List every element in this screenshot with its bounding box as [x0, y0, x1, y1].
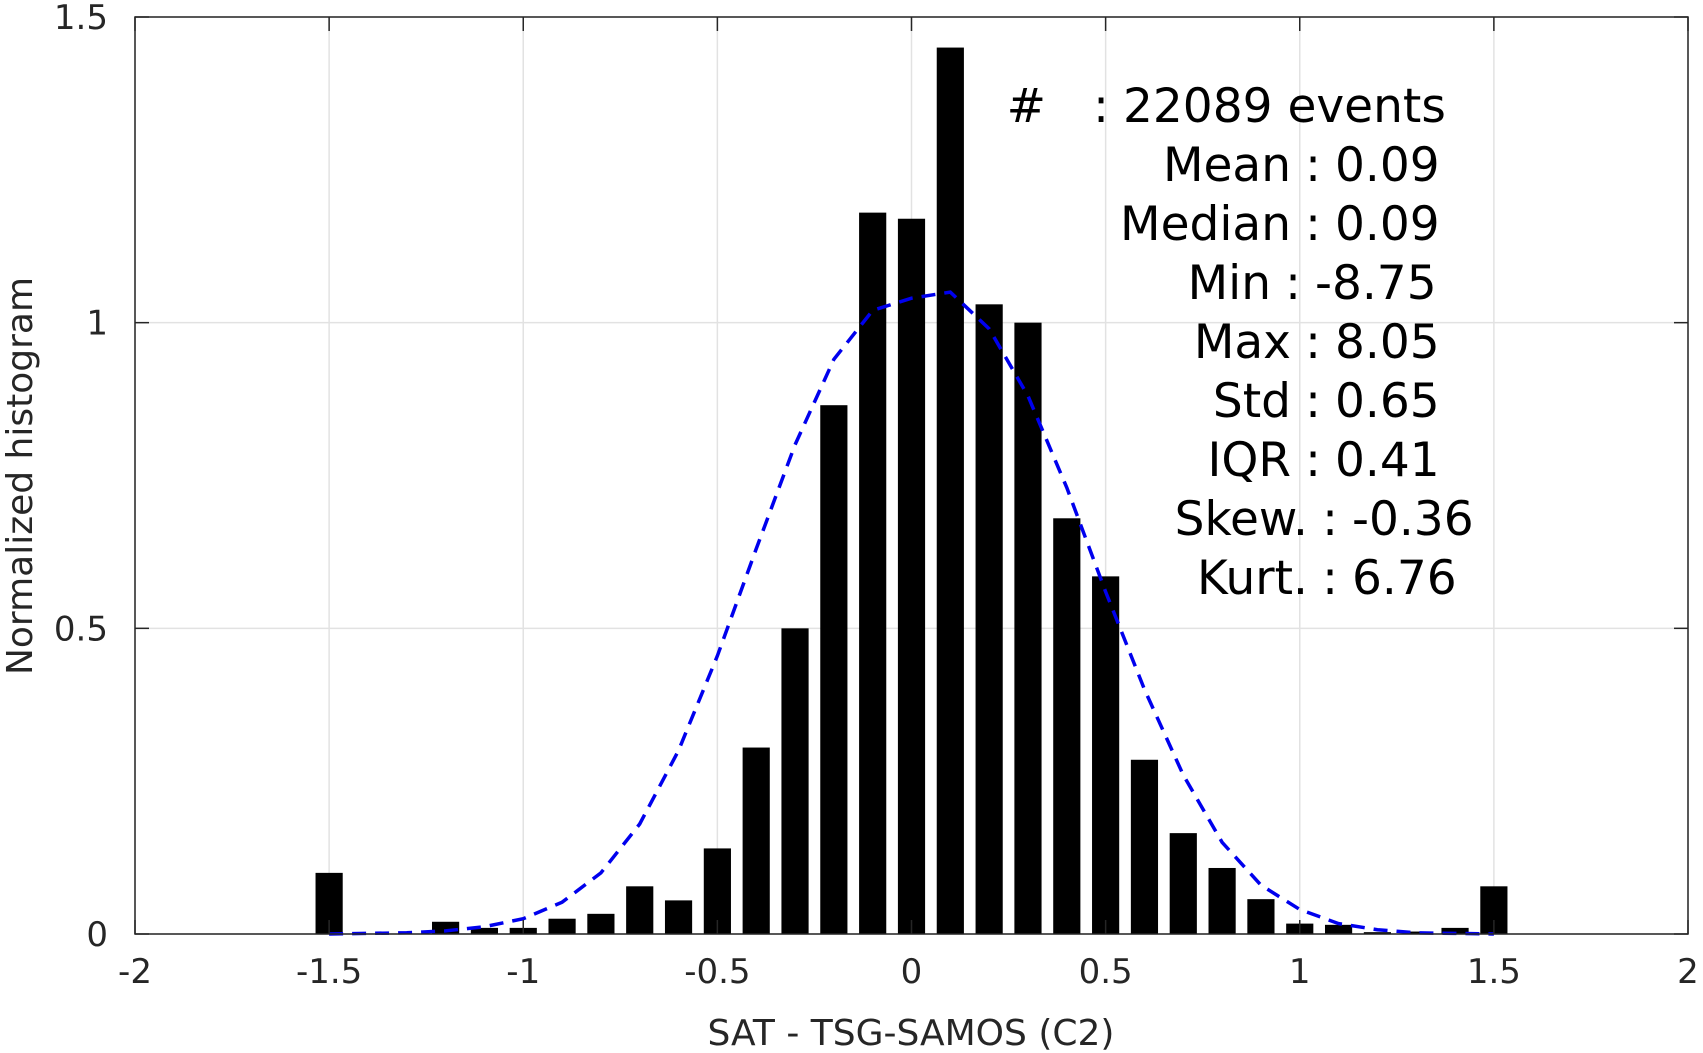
histogram-bar: [587, 913, 615, 934]
stat-label: Kurt.: [1197, 551, 1308, 606]
histogram-bar: [1053, 518, 1081, 934]
histogram-bar: [1208, 867, 1236, 934]
stat-label: IQR: [1207, 433, 1291, 488]
stat-label: Skew.: [1175, 492, 1308, 547]
y-axis-label: Normalized histogram: [0, 277, 41, 675]
histogram-bar: [1402, 931, 1430, 934]
stat-label: Max: [1194, 315, 1291, 370]
stat-separator: :: [1322, 492, 1338, 547]
stat-separator: :: [1285, 256, 1301, 311]
stat-label: Min: [1188, 256, 1271, 311]
x-axis-label: SAT - TSG-SAMOS (C2): [708, 1013, 1115, 1053]
stat-separator: :: [1305, 197, 1321, 252]
histogram-bar: [626, 886, 654, 934]
y-tick-label: 1.5: [54, 0, 108, 38]
stat-label: #: [1007, 79, 1046, 134]
stat-value: 8.05: [1335, 315, 1440, 370]
stat-value: -0.36: [1352, 492, 1474, 547]
stat-label: Std: [1213, 374, 1291, 429]
histogram-bar: [781, 628, 809, 934]
histogram-bar: [820, 405, 848, 934]
histogram-bar: [1014, 322, 1042, 935]
y-tick-label: 1: [86, 304, 108, 344]
histogram-bar: [1363, 932, 1391, 934]
histogram-bar: [703, 848, 731, 934]
stat-label: Mean: [1163, 138, 1291, 193]
tick-labels: -2 -1.5 -1 -0.5 0 0.5 1 1.5 2 0 0.5 1 1.5: [54, 0, 1699, 992]
histogram-bar: [1130, 759, 1159, 934]
histogram-bar: [548, 918, 576, 934]
x-tick-label: -1: [506, 952, 540, 992]
x-tick-label: -2: [118, 952, 152, 992]
stat-separator: :: [1093, 79, 1109, 134]
y-tick-label: 0.5: [54, 609, 108, 649]
x-tick-label: 0.5: [1079, 952, 1133, 992]
x-tick-label: 1: [1289, 952, 1311, 992]
x-tick-label: 0: [901, 952, 923, 992]
stat-value: 0.09: [1335, 197, 1440, 252]
normal-fit-curve-group: [329, 290, 1494, 936]
stat-value: 22089 events: [1123, 79, 1446, 134]
x-tick-label: -0.5: [684, 952, 750, 992]
histogram-bar: [1169, 833, 1197, 934]
axes: [134, 16, 1689, 935]
histogram-bar: [1441, 927, 1469, 934]
histogram-bar: [975, 304, 1003, 934]
histogram-bar: [936, 47, 964, 935]
histogram-bars: [315, 47, 1508, 935]
normal-fit-curve: [329, 290, 1494, 936]
x-tick-label: -1.5: [296, 952, 362, 992]
stat-value: 6.76: [1352, 551, 1457, 606]
stat-separator: :: [1305, 433, 1321, 488]
histogram-bar: [1247, 899, 1275, 934]
stat-label: Median: [1120, 197, 1291, 252]
stat-value: 0.65: [1335, 374, 1440, 429]
stat-separator: :: [1322, 551, 1338, 606]
histogram-bar: [1092, 576, 1120, 934]
stat-separator: :: [1305, 374, 1321, 429]
x-tick-label: 2: [1677, 952, 1699, 992]
stat-separator: :: [1305, 315, 1321, 370]
histogram-bar: [859, 212, 887, 935]
histogram-bar: [897, 218, 926, 935]
stat-value: -8.75: [1315, 256, 1437, 311]
histogram-bar: [742, 747, 770, 934]
histogram-bar: [1324, 924, 1353, 934]
stat-value: 0.41: [1335, 433, 1440, 488]
histogram-bar: [664, 900, 693, 934]
y-tick-label: 0: [86, 915, 108, 955]
x-tick-label: 1.5: [1467, 952, 1521, 992]
histogram-bar: [470, 927, 499, 934]
stat-separator: :: [1305, 138, 1321, 193]
stat-value: 0.09: [1335, 138, 1440, 193]
